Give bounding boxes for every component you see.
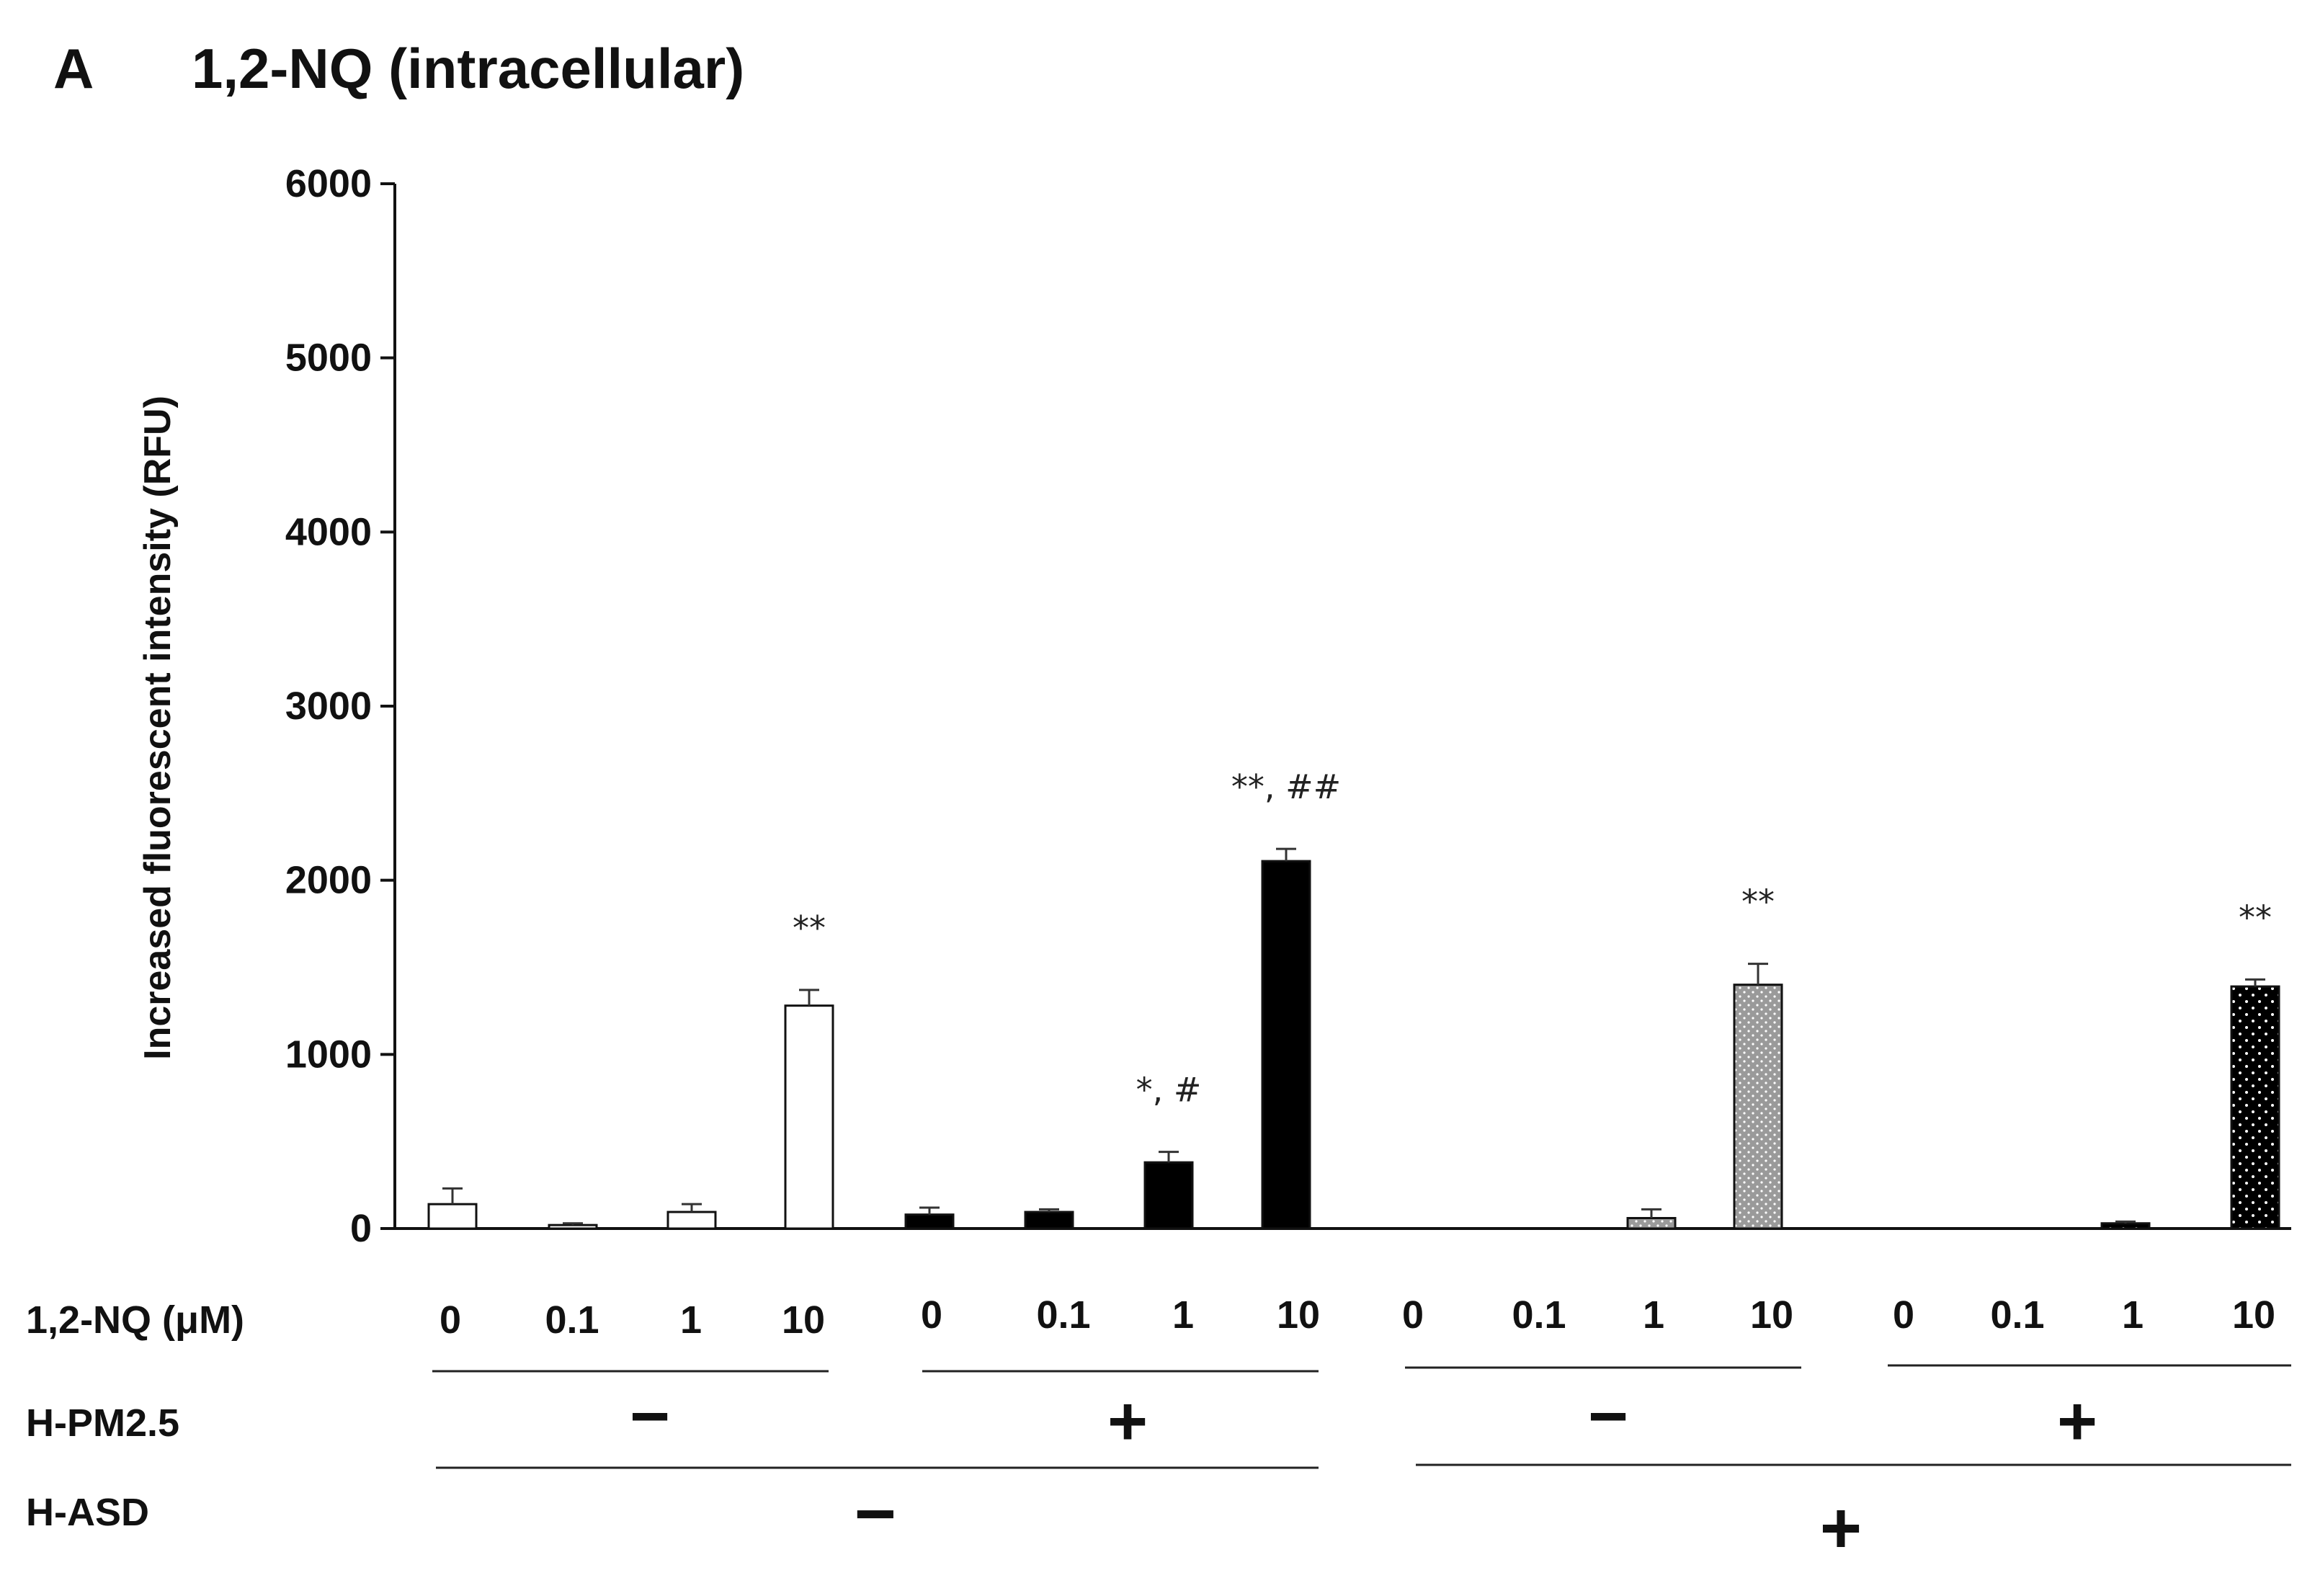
y-tick-label: 5000	[285, 336, 372, 380]
x-tick-label: 0	[1893, 1293, 1914, 1337]
bar	[1261, 860, 1311, 1230]
bar	[784, 1004, 834, 1230]
x-tick-label: 0	[921, 1293, 942, 1337]
x-tick-label: 0.1	[1990, 1293, 2044, 1337]
asd-sign: −	[855, 1474, 896, 1554]
bar	[1143, 1161, 1194, 1230]
bar	[427, 1203, 478, 1230]
x-tick-label: 0.1	[1036, 1293, 1090, 1337]
x-tick-label: 1	[680, 1298, 702, 1342]
x-tick-label: 0.1	[1512, 1293, 1566, 1337]
significance-label: **	[2239, 898, 2272, 937]
bar	[1733, 984, 1783, 1230]
x-axis-labels: 0 0.1 1 10 0 0.1 1 10 0 0.1 1 10 0 0.1 1 10 − + − + − +	[432, 1293, 2291, 1569]
x-tick-label: 10	[1750, 1293, 1793, 1337]
row-label-nq: 1,2-NQ (μM)	[26, 1298, 244, 1342]
pm-sign: +	[1107, 1383, 1148, 1460]
pm-sign: −	[630, 1378, 670, 1455]
bar	[1024, 1211, 1074, 1230]
y-axis-label: Increased fluorescent intensity (RFU)	[137, 396, 179, 1060]
bar	[548, 1223, 598, 1230]
chart-title: 1,2-NQ (intracellular)	[192, 37, 744, 100]
x-tick-label: 10	[2232, 1293, 2275, 1337]
y-tick-label: 1000	[285, 1033, 372, 1076]
bar	[904, 1213, 955, 1230]
bar	[666, 1211, 717, 1230]
bar	[2230, 985, 2280, 1230]
y-axis: 0 1000 2000 3000 4000 5000 6000	[285, 162, 2291, 1250]
x-tick-label: 0	[440, 1298, 461, 1342]
significance-label: *, #	[1136, 1071, 1202, 1110]
panel-letter: A	[53, 37, 94, 100]
x-tick-label: 0	[1402, 1293, 1424, 1337]
y-tick-label: 6000	[285, 162, 372, 205]
row-label-pm: H-PM2.5	[26, 1401, 179, 1445]
significance-label: **	[1741, 883, 1775, 922]
y-tick-label: 4000	[285, 510, 372, 553]
bar	[2100, 1222, 2151, 1230]
bars: ** *, # **, ## ** **	[427, 767, 2280, 1230]
significance-label: **	[793, 909, 826, 948]
x-tick-label: 0.1	[545, 1298, 599, 1342]
y-tick-label: 0	[350, 1207, 372, 1250]
pm-sign: −	[1588, 1378, 1628, 1455]
x-tick-label: 10	[782, 1298, 825, 1342]
asd-sign: +	[1820, 1488, 1862, 1569]
x-tick-label: 1	[1643, 1293, 1664, 1337]
y-tick-label: 3000	[285, 685, 372, 728]
row-label-asd: H-ASD	[26, 1491, 149, 1534]
x-tick-label: 1	[2122, 1293, 2144, 1337]
pm-sign: +	[2057, 1383, 2097, 1460]
x-tick-label: 1	[1172, 1293, 1194, 1337]
x-tick-label: 10	[1277, 1293, 1320, 1337]
y-tick-label: 2000	[285, 859, 372, 902]
bar	[1626, 1217, 1677, 1230]
significance-label: **, ##	[1231, 767, 1341, 806]
